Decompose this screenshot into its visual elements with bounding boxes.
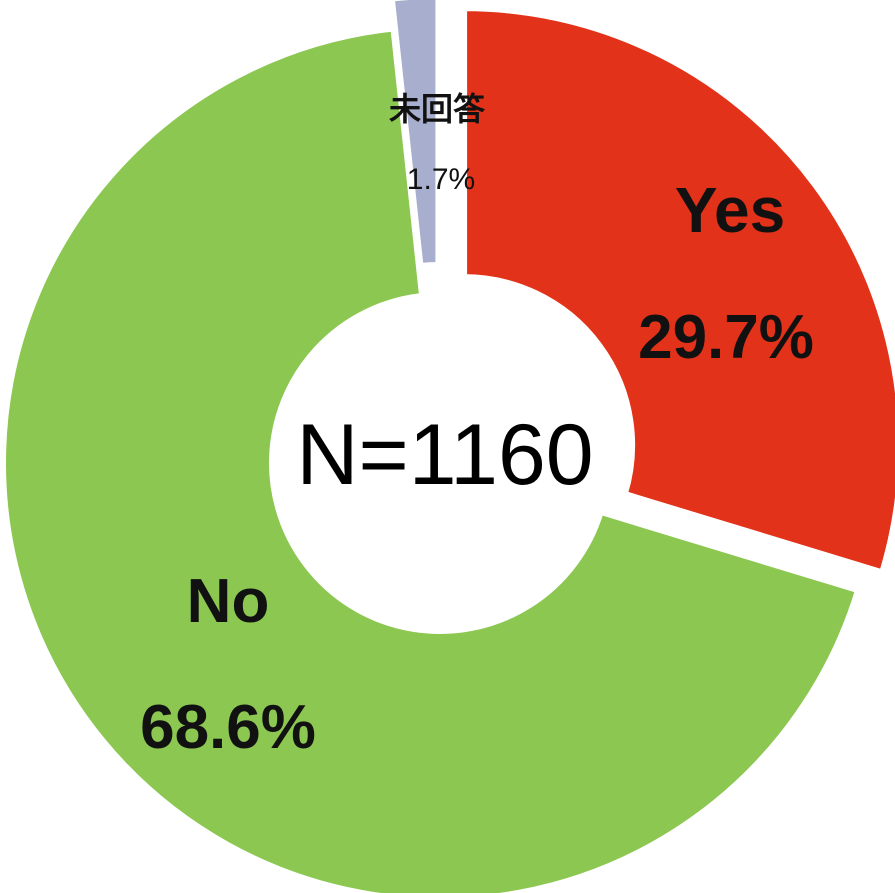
slice-label-unanswered-value: 1.7% (407, 163, 475, 196)
donut-labels: Yes 29.7% No 68.6% 未回答 1.7% (140, 91, 814, 762)
slice-label-unanswered-name: 未回答 (389, 91, 486, 127)
slice-label-yes-name: Yes (675, 174, 785, 246)
slice-no (0, 25, 862, 893)
slice-yes (461, 5, 895, 577)
center-total-label: N=1160 (296, 407, 593, 503)
slice-label-no-name: No (187, 567, 270, 636)
slice-label-yes-value: 29.7% (638, 303, 814, 372)
slice-label-no-value: 68.6% (140, 693, 316, 762)
slice-unanswered (388, 0, 442, 270)
